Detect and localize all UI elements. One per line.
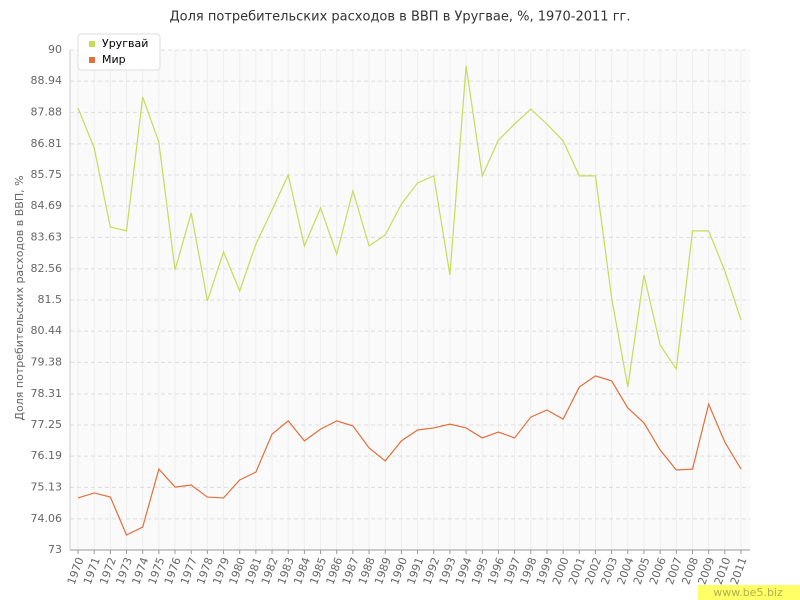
series-line: [77, 375, 742, 536]
y-tick-label: 84.69: [31, 199, 63, 212]
y-tick-label: 79.38: [31, 355, 63, 368]
legend-swatch: [89, 57, 95, 63]
y-tick-label: 81.5: [38, 293, 63, 306]
y-tick-label: 87.88: [31, 105, 63, 118]
y-axis-label: Доля потребительских расходов в ВВП, %: [13, 175, 26, 420]
legend-label: Мир: [102, 53, 126, 66]
legend: Уругвай Мир: [77, 33, 161, 71]
y-tick-label: 76.19: [31, 449, 63, 462]
y-tick-label: 86.81: [31, 137, 63, 150]
chart-title: Доля потребительских расходов в ВВП в Ур…: [170, 10, 631, 25]
y-tick-label: 75.13: [31, 480, 63, 493]
y-tick-label: 74.06: [31, 512, 63, 525]
legend-label: Уругвай: [102, 37, 148, 50]
y-tick-label: 85.75: [31, 168, 63, 181]
y-tick-label: 73: [48, 543, 62, 556]
y-tick-label: 88.94: [31, 74, 63, 87]
legend-box: [77, 33, 161, 71]
y-tick-label: 82.56: [31, 262, 63, 275]
y-tick-label: 83.63: [31, 230, 63, 243]
legend-swatch: [89, 41, 95, 47]
series-line: [77, 65, 742, 388]
watermark-bg: [698, 585, 800, 600]
watermark: www.be5.biz: [713, 586, 783, 599]
y-tick-label: 78.31: [31, 387, 63, 400]
y-tick-label: 77.25: [31, 418, 63, 431]
y-tick-label: 90: [48, 43, 62, 56]
y-tick-label: 80.44: [31, 324, 63, 337]
